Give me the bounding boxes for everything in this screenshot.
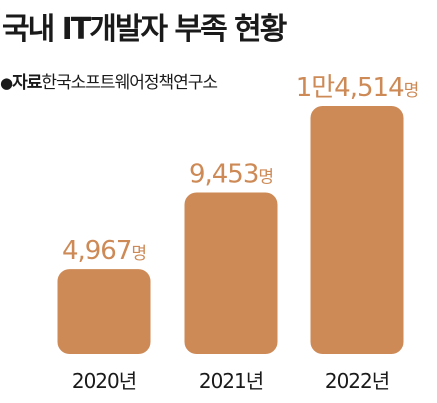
category-label: 2021년 bbox=[199, 369, 263, 393]
value-label: 4,967명 bbox=[62, 236, 146, 266]
category-label: 2022년 bbox=[325, 369, 389, 393]
bar-2021년 bbox=[184, 192, 278, 354]
source-name: 한국소프트웨어정책연구소 bbox=[41, 73, 218, 93]
source-label: 자료 bbox=[12, 73, 42, 93]
value-label: 9,453명 bbox=[189, 159, 273, 189]
chart-title: 국내 IT개발자 부족 현황 bbox=[2, 12, 287, 47]
bar-2020년 bbox=[57, 269, 151, 354]
source-line: ●자료한국소프트웨어정책연구소 bbox=[0, 68, 218, 93]
bullet-icon: ● bbox=[0, 74, 13, 92]
category-label: 2020년 bbox=[72, 369, 136, 393]
bar-2022년 bbox=[310, 106, 404, 354]
value-label: 1만4,514명 bbox=[296, 73, 419, 103]
